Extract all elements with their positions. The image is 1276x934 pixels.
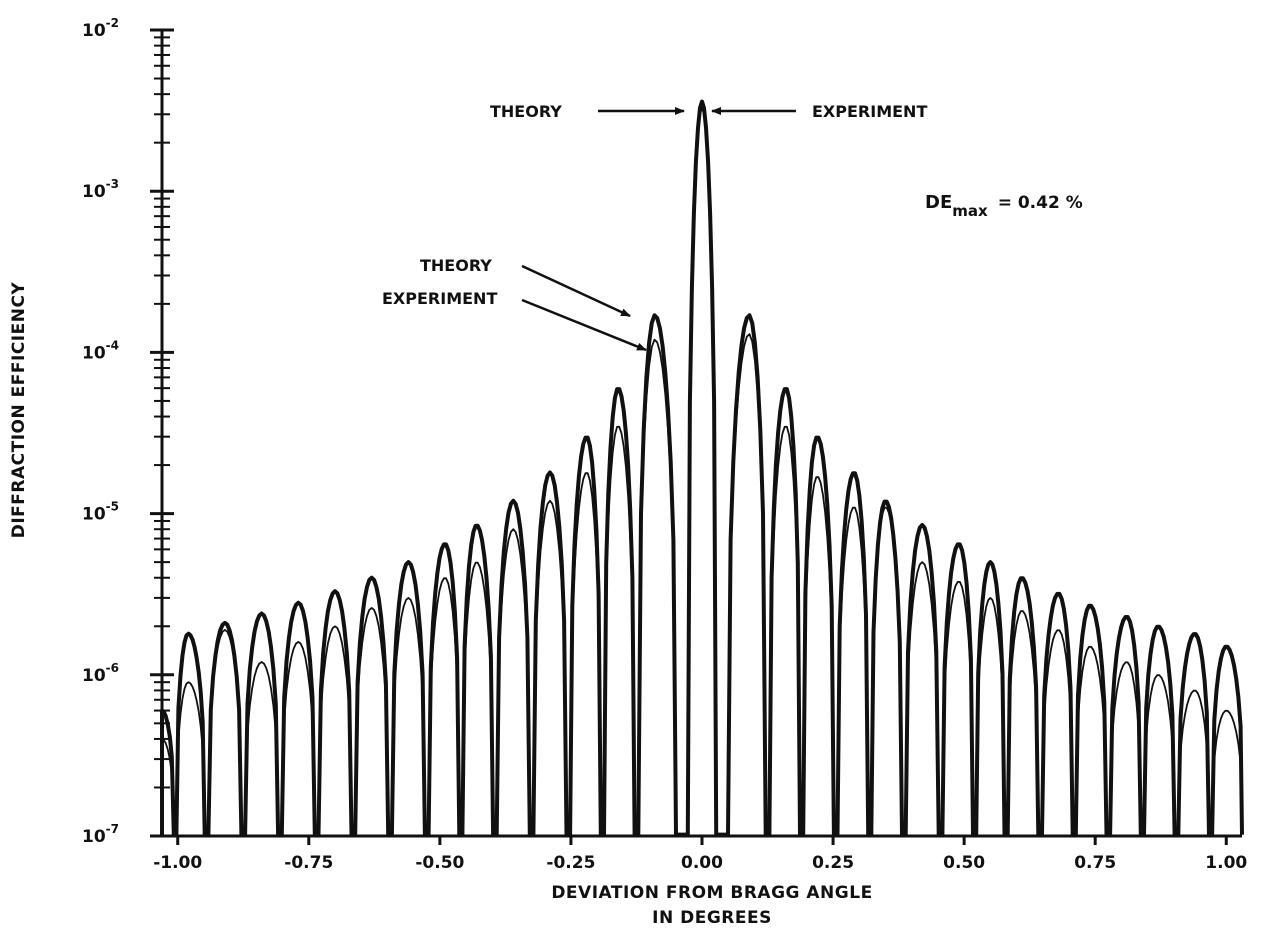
y-minor-ticks xyxy=(154,36,170,789)
arrow-experiment-side xyxy=(521,298,647,352)
series-line-theory xyxy=(160,99,1244,837)
annotation-theory-side: THEORY xyxy=(420,256,492,275)
x-tick-label-5: 0.25 xyxy=(812,853,854,873)
series-line-experiment xyxy=(161,106,1243,836)
y-axis-title: DIFFRACTION EFFICIENCY xyxy=(9,282,29,539)
x-tick-label-4: 0.00 xyxy=(681,853,723,873)
annotation-experiment-top: EXPERIMENT xyxy=(812,102,927,121)
de-max-value: = 0.42 % xyxy=(998,193,1083,213)
y-tick-label-4: 10-6 xyxy=(82,661,119,686)
x-tick-label-3: -0.25 xyxy=(546,853,595,873)
x-tick-label-2: -0.50 xyxy=(415,853,464,873)
y-tick-label-1: 10-3 xyxy=(82,177,119,202)
de-max-sub: max xyxy=(952,202,988,220)
x-tick-label-0: -1.00 xyxy=(153,853,202,873)
axes xyxy=(150,30,1242,838)
x-ticks: -1.00 -0.75 -0.50 -0.25 0.00 0.25 0.50 0.75 1.00 xyxy=(153,836,1247,873)
series-layer xyxy=(160,99,1244,837)
y-tick-label-3: 10-5 xyxy=(82,500,119,525)
annotation-experiment-side: EXPERIMENT xyxy=(382,289,497,308)
annotation-de-max: DEmax = 0.42 % xyxy=(925,192,1083,220)
y-ticks: 10-2 10-3 10-4 10-5 10-6 10-7 xyxy=(82,16,174,847)
x-axis-title-line2: IN DEGREES xyxy=(652,908,772,928)
x-tick-label-1: -0.75 xyxy=(284,853,333,873)
annotation-theory-top: THEORY xyxy=(490,102,562,121)
y-tick-label-2: 10-4 xyxy=(82,338,119,363)
y-tick-label-0: 10-2 xyxy=(82,16,119,41)
annotations: THEORY EXPERIMENT THEORY EXPERIMENT DEma… xyxy=(382,102,1083,352)
x-tick-label-6: 0.50 xyxy=(943,853,985,873)
arrow-theory-side xyxy=(521,264,631,318)
x-tick-label-7: 0.75 xyxy=(1074,853,1116,873)
x-axis-title-line1: DEVIATION FROM BRAGG ANGLE xyxy=(551,883,872,903)
de-max-base: DE xyxy=(925,192,952,213)
y-tick-label-5: 10-7 xyxy=(82,822,119,847)
x-tick-label-8: 1.00 xyxy=(1205,853,1247,873)
